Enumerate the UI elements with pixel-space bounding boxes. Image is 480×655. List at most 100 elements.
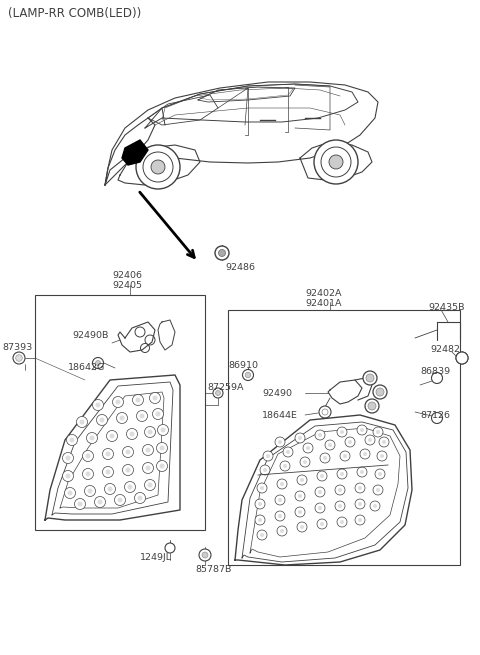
Circle shape (106, 451, 110, 457)
Circle shape (95, 496, 106, 508)
Circle shape (355, 515, 365, 525)
Circle shape (459, 355, 465, 362)
Circle shape (68, 491, 72, 495)
Circle shape (283, 464, 287, 468)
Circle shape (260, 533, 264, 537)
Circle shape (245, 372, 251, 378)
Circle shape (125, 449, 131, 455)
Circle shape (64, 487, 75, 498)
Circle shape (348, 440, 352, 444)
Text: 1249JL: 1249JL (140, 553, 172, 563)
Text: 92490: 92490 (262, 388, 292, 398)
Circle shape (357, 467, 367, 477)
Circle shape (74, 498, 85, 510)
Circle shape (275, 511, 285, 521)
Text: 92401A: 92401A (305, 299, 341, 307)
Circle shape (143, 462, 154, 474)
Circle shape (338, 488, 342, 492)
Circle shape (65, 474, 71, 479)
Circle shape (62, 470, 73, 481)
Circle shape (376, 430, 380, 434)
Circle shape (147, 483, 153, 487)
Circle shape (375, 469, 385, 479)
Circle shape (137, 495, 143, 500)
Circle shape (135, 327, 145, 337)
Circle shape (280, 482, 284, 486)
Circle shape (318, 506, 322, 510)
Circle shape (315, 430, 325, 440)
Circle shape (108, 487, 112, 491)
Circle shape (125, 468, 131, 472)
Circle shape (143, 152, 173, 182)
Circle shape (62, 453, 73, 464)
Circle shape (140, 413, 144, 419)
Circle shape (322, 409, 328, 415)
Circle shape (144, 479, 156, 491)
Circle shape (360, 470, 364, 474)
Circle shape (368, 438, 372, 442)
Circle shape (376, 388, 384, 396)
Text: 92405: 92405 (112, 280, 142, 290)
Circle shape (13, 352, 25, 364)
Circle shape (328, 443, 332, 447)
Circle shape (318, 433, 322, 437)
Circle shape (363, 371, 377, 385)
Circle shape (117, 413, 128, 424)
Circle shape (320, 453, 330, 463)
Circle shape (432, 413, 443, 424)
Circle shape (124, 481, 135, 493)
Circle shape (83, 451, 94, 462)
Text: (LAMP-RR COMB(LED)): (LAMP-RR COMB(LED)) (8, 7, 141, 20)
Circle shape (93, 358, 104, 369)
Circle shape (153, 409, 164, 419)
Circle shape (368, 402, 376, 410)
Circle shape (278, 514, 282, 518)
Circle shape (127, 428, 137, 440)
Circle shape (378, 472, 382, 476)
Circle shape (358, 486, 362, 490)
Circle shape (96, 360, 100, 365)
Circle shape (65, 455, 71, 460)
Circle shape (199, 549, 211, 561)
Circle shape (325, 440, 335, 450)
Text: 18642G: 18642G (68, 364, 105, 373)
Circle shape (70, 438, 74, 443)
Circle shape (382, 440, 386, 444)
Circle shape (97, 500, 103, 504)
Circle shape (370, 501, 380, 511)
Circle shape (213, 388, 223, 398)
Circle shape (298, 436, 302, 440)
Circle shape (122, 447, 133, 457)
Circle shape (99, 417, 105, 422)
Circle shape (106, 470, 110, 474)
Circle shape (156, 411, 160, 417)
Circle shape (147, 430, 153, 434)
Circle shape (360, 449, 370, 459)
Circle shape (340, 451, 350, 461)
Circle shape (340, 430, 344, 434)
Circle shape (314, 140, 358, 184)
Circle shape (321, 147, 351, 177)
Circle shape (85, 453, 91, 458)
Circle shape (149, 392, 160, 403)
Circle shape (358, 518, 362, 522)
Circle shape (277, 526, 287, 536)
Circle shape (120, 415, 124, 421)
Circle shape (76, 417, 87, 428)
Circle shape (373, 385, 387, 399)
Circle shape (345, 437, 355, 447)
Circle shape (83, 468, 94, 479)
Circle shape (143, 445, 154, 455)
Circle shape (122, 464, 133, 476)
Circle shape (130, 432, 134, 436)
Circle shape (315, 487, 325, 497)
Circle shape (297, 522, 307, 532)
Circle shape (337, 469, 347, 479)
Text: 92406: 92406 (112, 272, 142, 280)
Circle shape (286, 450, 290, 454)
Circle shape (317, 471, 327, 481)
Circle shape (156, 443, 168, 453)
Circle shape (295, 491, 305, 501)
Circle shape (277, 479, 287, 489)
Circle shape (103, 449, 113, 460)
